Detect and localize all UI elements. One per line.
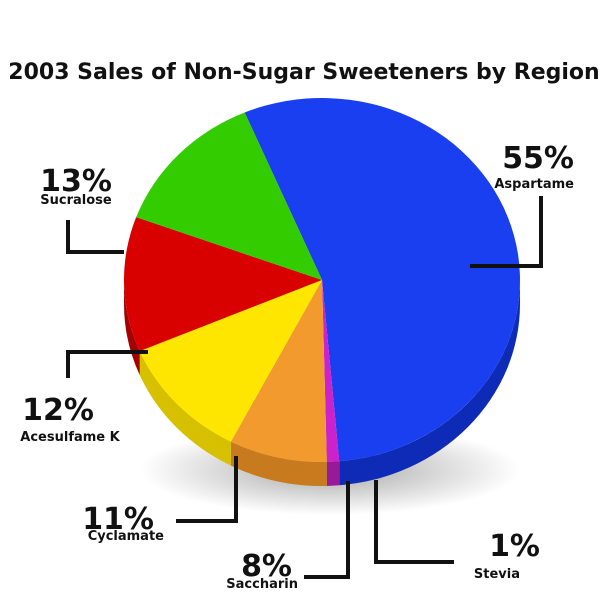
pie-slice-saccharin bbox=[230, 280, 327, 463]
slice-label-aspartame: Aspartame bbox=[494, 177, 574, 192]
slice-label-acesulfame-k: Acesulfame K bbox=[20, 430, 120, 445]
slice-percent-acesulfame-k: 12% bbox=[22, 393, 94, 428]
slice-percent-sucralose: 13% bbox=[40, 164, 112, 199]
pie-side-saccharin bbox=[230, 441, 327, 487]
chart-title: 2003 Sales of Non-Sugar Sweeteners by Re… bbox=[8, 60, 600, 85]
slice-label-stevia: Stevia bbox=[474, 567, 520, 582]
leader-line-cyclamate bbox=[176, 456, 238, 523]
pie-slice-sucralose bbox=[136, 112, 322, 281]
slice-percent-cyclamate: 11% bbox=[82, 502, 154, 537]
leader-line-aspartame bbox=[470, 196, 543, 268]
leader-line-sucralose bbox=[66, 220, 124, 254]
pie-side-aspartame bbox=[339, 280, 520, 486]
leader-line-stevia bbox=[374, 480, 454, 564]
pie-slice-acesulfame-k bbox=[123, 217, 323, 352]
pie-slice-cyclamate bbox=[139, 280, 322, 442]
leader-line-saccharin bbox=[304, 481, 350, 579]
slice-label-sucralose: Sucralose bbox=[40, 193, 112, 208]
leader-line-acesulfame-k bbox=[66, 350, 148, 378]
pie-slice-aspartame bbox=[244, 98, 520, 462]
pie-side-cyclamate bbox=[139, 351, 231, 466]
slice-percent-aspartame: 55% bbox=[502, 141, 574, 176]
slice-percent-stevia: 1% bbox=[489, 529, 540, 564]
slice-label-saccharin: Saccharin bbox=[226, 577, 298, 592]
pie-slice-stevia bbox=[322, 280, 340, 462]
slice-label-cyclamate: Cyclamate bbox=[88, 529, 164, 544]
pie-side-stevia bbox=[326, 461, 340, 486]
slice-percent-saccharin: 8% bbox=[241, 549, 292, 584]
